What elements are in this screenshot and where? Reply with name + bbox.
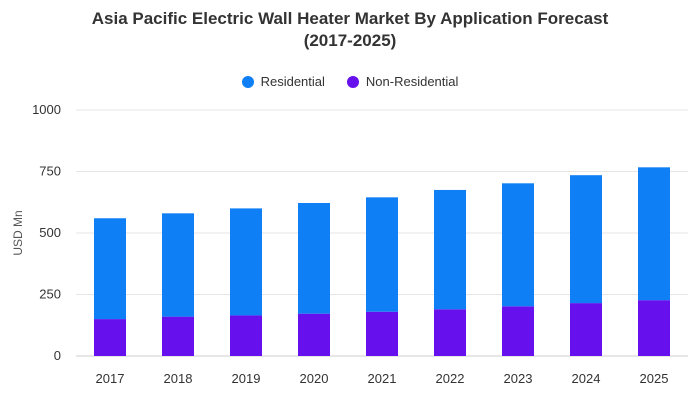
bar-non-residential-2018[interactable] xyxy=(162,316,194,356)
x-tick-label: 2025 xyxy=(640,371,669,386)
bar-non-residential-2017[interactable] xyxy=(94,319,126,356)
legend-label-residential: Residential xyxy=(260,74,325,89)
x-tick-label: 2021 xyxy=(368,371,397,386)
bar-non-residential-2023[interactable] xyxy=(502,306,534,356)
y-tick-label: 250 xyxy=(39,287,61,302)
bar-non-residential-2024[interactable] xyxy=(570,303,602,356)
y-tick-label: 0 xyxy=(54,348,61,363)
bar-non-residential-2020[interactable] xyxy=(298,313,330,356)
y-tick-label: 1000 xyxy=(32,102,61,117)
x-tick-label: 2023 xyxy=(504,371,533,386)
x-tick-label: 2018 xyxy=(164,371,193,386)
x-tick-label: 2020 xyxy=(300,371,329,386)
chart-legend: Residential Non-Residential xyxy=(0,74,700,89)
x-tick-label: 2024 xyxy=(572,371,601,386)
y-tick-label: 750 xyxy=(39,164,61,179)
bar-non-residential-2022[interactable] xyxy=(434,309,466,356)
chart-title-line-1: Asia Pacific Electric Wall Heater Market… xyxy=(91,9,609,28)
bar-residential-2025[interactable] xyxy=(638,167,670,301)
legend-item-non-residential[interactable]: Non-Residential xyxy=(346,74,459,89)
x-tick-label: 2019 xyxy=(232,371,261,386)
bar-residential-2017[interactable] xyxy=(94,218,126,320)
bar-residential-2018[interactable] xyxy=(162,213,194,317)
bar-non-residential-2021[interactable] xyxy=(366,311,398,356)
x-tick-label: 2017 xyxy=(96,371,125,386)
bar-residential-2020[interactable] xyxy=(298,202,330,314)
bar-residential-2022[interactable] xyxy=(434,189,466,310)
bar-residential-2019[interactable] xyxy=(230,208,262,316)
label-layer: 0 250 500 750 1000 2017 2018 2019 2020 2021 2022 20… xyxy=(32,102,668,386)
chart-title-line-2: (2017-2025) xyxy=(303,31,397,50)
chart-title: Asia Pacific Electric Wall Heater Market… xyxy=(0,8,700,52)
y-axis-title: USD Mn xyxy=(11,210,25,255)
x-tick-label: 2022 xyxy=(436,371,465,386)
legend-marker-non-residential xyxy=(346,75,359,88)
legend-marker-residential xyxy=(241,75,254,88)
bar-residential-2023[interactable] xyxy=(502,183,534,307)
legend-label-non-residential: Non-Residential xyxy=(365,74,459,89)
bar-non-residential-2025[interactable] xyxy=(638,300,670,356)
bar-residential-2024[interactable] xyxy=(570,175,602,304)
bar-non-residential-2019[interactable] xyxy=(230,315,262,356)
bar-residential-2021[interactable] xyxy=(366,197,398,312)
legend-item-residential[interactable]: Residential xyxy=(241,74,325,89)
bar-layer xyxy=(94,167,670,356)
y-tick-label: 500 xyxy=(39,225,61,240)
